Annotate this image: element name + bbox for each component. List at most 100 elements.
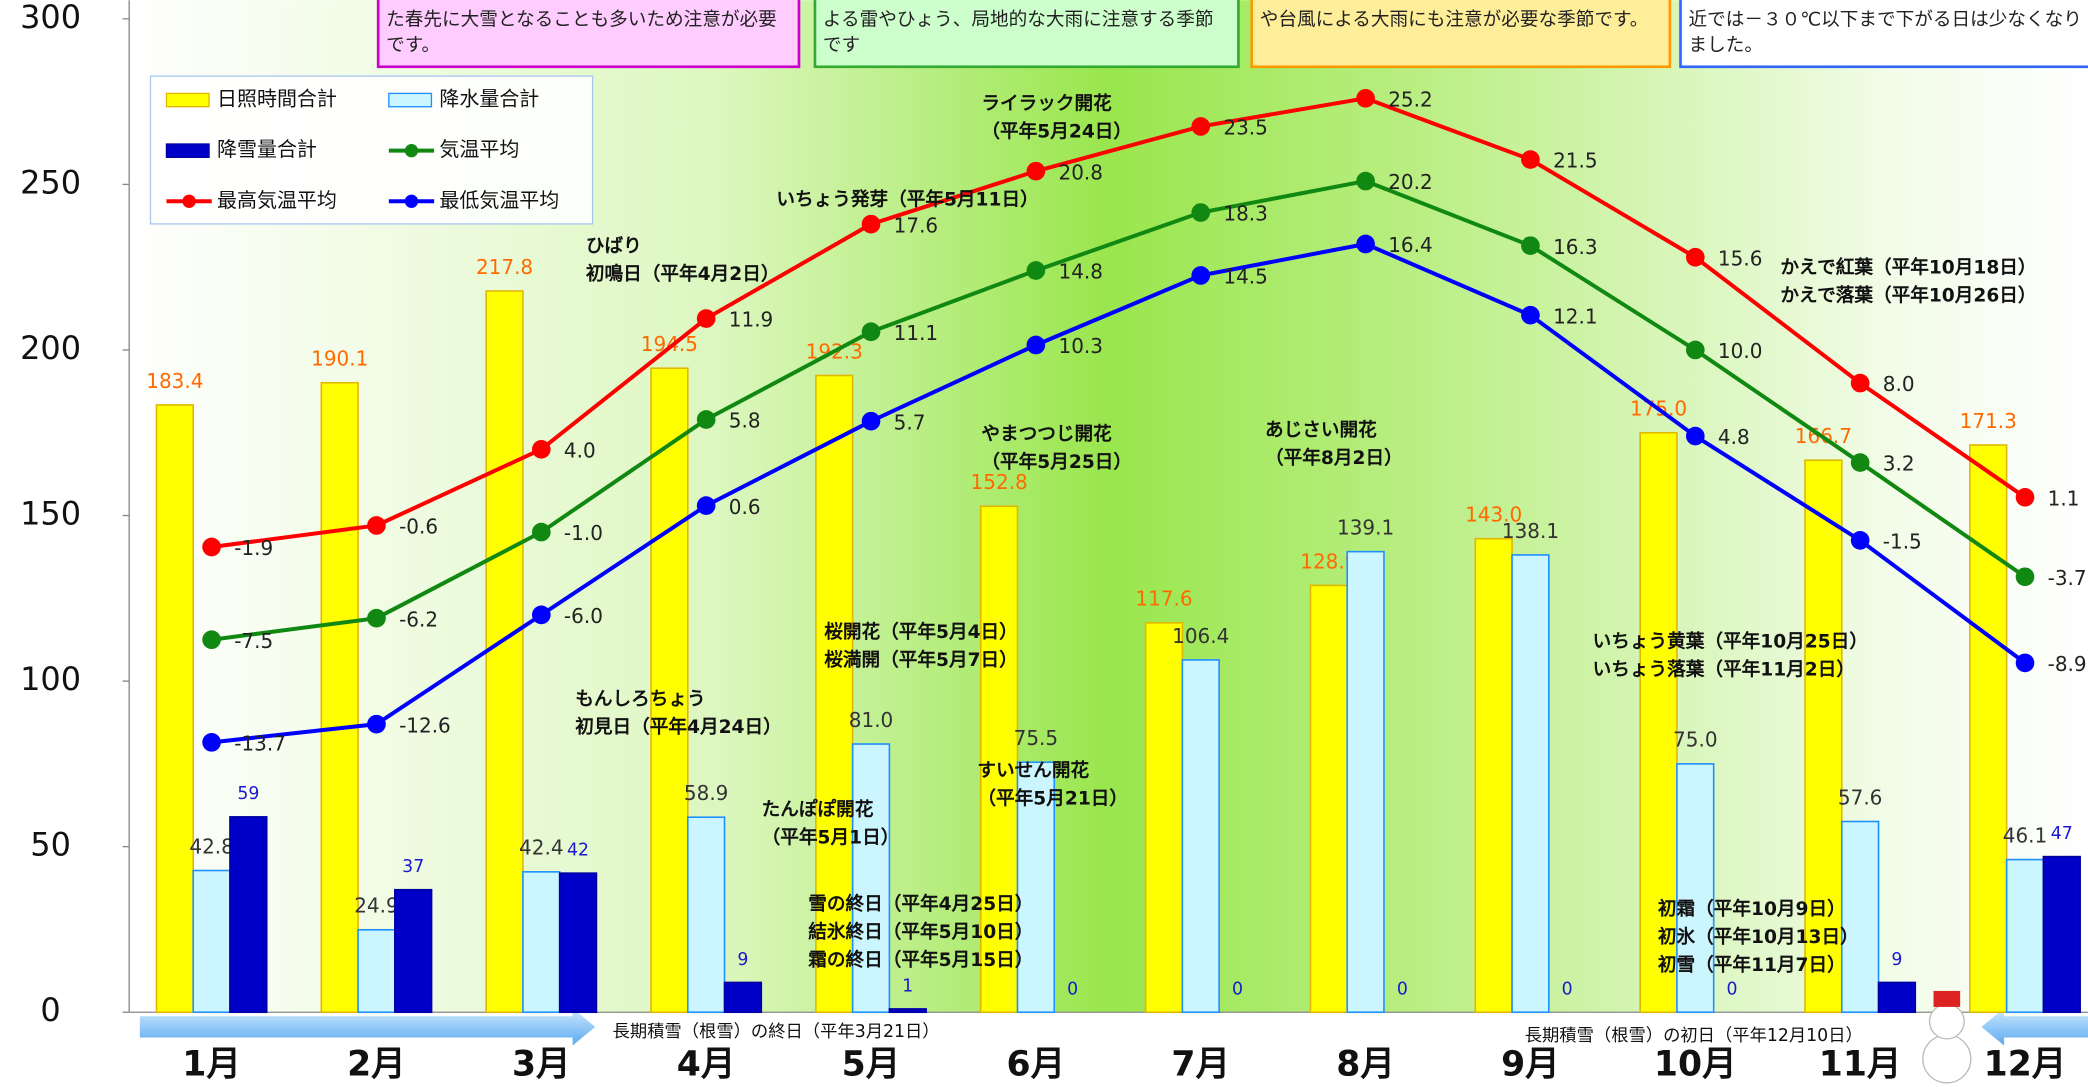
bar bbox=[1840, 820, 1880, 1014]
bar bbox=[155, 404, 195, 1014]
value-label: 143.0 bbox=[1465, 503, 1522, 527]
marker bbox=[531, 605, 551, 625]
bar bbox=[979, 505, 1019, 1014]
y-tick-label: 200 bbox=[20, 329, 81, 367]
annotation: 桜開花（平年5月4日） bbox=[824, 621, 1018, 643]
snow-cover-note: 長期積雪（根雪）の終日（平年3月21日） bbox=[613, 1022, 940, 1042]
value-label: 15.6 bbox=[1718, 246, 1762, 270]
y-tick-label: 300 bbox=[20, 0, 81, 36]
marker bbox=[1191, 266, 1211, 285]
y-tick-label: 50 bbox=[30, 826, 71, 864]
value-label: 17.6 bbox=[894, 213, 938, 237]
y-tick-label: 250 bbox=[20, 163, 81, 201]
value-label: 1 bbox=[902, 976, 913, 996]
bar bbox=[1639, 431, 1678, 1014]
value-label: -1.9 bbox=[234, 536, 273, 560]
bar bbox=[2005, 858, 2045, 1014]
x-tick-label: 9月 bbox=[1501, 1045, 1560, 1085]
value-label: 9 bbox=[1891, 950, 1902, 970]
bar bbox=[229, 816, 268, 1014]
marker bbox=[1850, 453, 1870, 472]
legend-label: 降水量合計 bbox=[439, 87, 539, 111]
marker bbox=[861, 214, 881, 234]
annotation: ライラック開花 bbox=[981, 93, 1112, 115]
x-tick-label: 7月 bbox=[1171, 1045, 1230, 1085]
value-label: 0 bbox=[1232, 980, 1243, 1000]
legend-swatch bbox=[388, 92, 433, 108]
value-label: 138.1 bbox=[1502, 519, 1559, 543]
value-label: 42.8 bbox=[189, 834, 233, 858]
bar bbox=[522, 871, 561, 1014]
annotation: 初鳴日（平年4月2日） bbox=[586, 263, 780, 285]
value-label: 58.9 bbox=[684, 781, 728, 805]
bar bbox=[1016, 761, 1056, 1014]
marker bbox=[1356, 234, 1375, 254]
bar bbox=[1877, 981, 1917, 1014]
value-label: 42 bbox=[567, 841, 589, 861]
value-label: 81.0 bbox=[849, 708, 893, 732]
info-box-text: ました。 bbox=[1689, 35, 1764, 56]
legend-swatch bbox=[165, 143, 210, 158]
value-label: 5.8 bbox=[729, 409, 761, 433]
snowman bbox=[1922, 990, 1972, 1084]
marker bbox=[2015, 567, 2035, 587]
bar bbox=[1346, 550, 1385, 1014]
x-tick-label: 10月 bbox=[1654, 1045, 1737, 1085]
bar bbox=[558, 872, 598, 1014]
marker bbox=[696, 309, 716, 328]
bar bbox=[888, 1008, 927, 1014]
bar bbox=[394, 888, 433, 1014]
marker bbox=[1026, 261, 1046, 280]
marker bbox=[1685, 426, 1705, 446]
marker bbox=[1356, 88, 1375, 108]
annotation: （平年5月1日） bbox=[762, 826, 900, 848]
marker bbox=[1521, 150, 1540, 169]
value-label: 16.4 bbox=[1388, 233, 1432, 257]
value-label: 106.4 bbox=[1172, 624, 1229, 648]
legend-swatch bbox=[182, 194, 196, 208]
marker bbox=[367, 714, 386, 734]
annotation: （平年5月25日） bbox=[981, 451, 1132, 473]
marker bbox=[1191, 203, 1211, 222]
bar bbox=[1511, 554, 1550, 1014]
annotation: あじさい開花 bbox=[1265, 419, 1377, 441]
info-box bbox=[813, 0, 1240, 69]
value-label: 10.3 bbox=[1059, 334, 1103, 358]
value-label: 0 bbox=[1562, 980, 1573, 1000]
value-label: 4.0 bbox=[564, 438, 596, 462]
marker bbox=[531, 522, 551, 542]
annotation: やまつつじ開花 bbox=[981, 423, 1112, 445]
value-label: 14.8 bbox=[1059, 260, 1103, 284]
value-label: 9 bbox=[737, 950, 748, 970]
x-tick-label: 5月 bbox=[842, 1045, 901, 1085]
value-label: 14.5 bbox=[1223, 265, 1267, 289]
snow-cover-arrow bbox=[139, 1008, 596, 1046]
value-label: 0 bbox=[1397, 980, 1408, 1000]
value-label: 11.9 bbox=[729, 308, 773, 332]
value-label: -3.7 bbox=[2048, 566, 2087, 590]
info-box bbox=[1250, 0, 1672, 69]
value-label: -12.6 bbox=[399, 713, 451, 737]
value-label: -7.5 bbox=[234, 629, 273, 653]
annotation: （平年5月21日） bbox=[977, 788, 1128, 810]
y-tick-label: 150 bbox=[20, 495, 81, 533]
value-label: 21.5 bbox=[1553, 149, 1597, 173]
x-tick-label: 11月 bbox=[1819, 1045, 1902, 1085]
annotation: （平年8月2日） bbox=[1265, 447, 1403, 469]
y-tick-label: 100 bbox=[20, 660, 81, 698]
marker bbox=[202, 537, 221, 557]
marker bbox=[1521, 305, 1540, 325]
bar bbox=[1804, 459, 1843, 1014]
info-box-text: や台風による大雨にも注意が必要な季節です。 bbox=[1260, 10, 1649, 31]
marker bbox=[202, 630, 221, 650]
value-label: 20.8 bbox=[1059, 160, 1103, 184]
marker bbox=[2015, 653, 2035, 673]
x-tick-label: 1月 bbox=[182, 1045, 241, 1085]
annotation: 初見日（平年4月24日） bbox=[575, 716, 782, 738]
snow-cover-note: 長期積雪（根雪）の初日（平年12月10日） bbox=[1525, 1026, 1863, 1046]
bar bbox=[650, 367, 689, 1014]
value-label: 47 bbox=[2051, 824, 2073, 844]
value-label: 16.3 bbox=[1553, 235, 1597, 259]
value-label: 139.1 bbox=[1337, 515, 1394, 539]
legend-label: 最低気温平均 bbox=[439, 188, 559, 212]
